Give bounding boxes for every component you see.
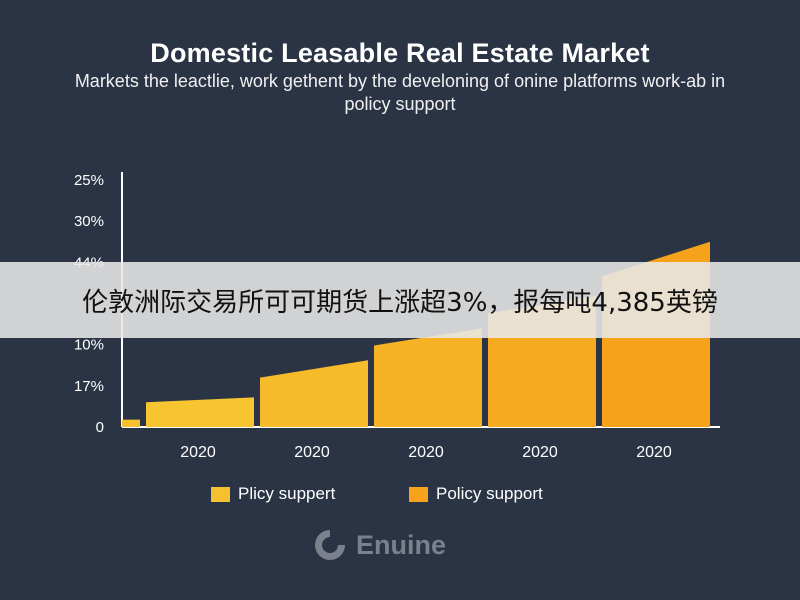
x-tick-label: 2020 — [180, 444, 216, 461]
y-tick-label: 25% — [74, 172, 104, 189]
news-banner: 伦敦洲际交易所可可期货上涨超3%，报每吨4,385英镑 — [0, 262, 800, 338]
bar — [374, 328, 482, 427]
legend-label: Policy support — [436, 484, 543, 503]
x-tick-label: 2020 — [294, 444, 330, 461]
chart-legend: Plicy suppert Policy support — [0, 484, 800, 508]
y-tick-label: 0 — [96, 419, 104, 436]
chart-title: Domestic Leasable Real Estate Market — [150, 38, 650, 68]
banner-text: 伦敦洲际交易所可可期货上涨超3%，报每吨4,385英镑 — [82, 287, 718, 318]
chart-subtitle: Markets the leactlie, work gethent by th… — [74, 71, 726, 114]
brand-logo: Enuine — [312, 527, 446, 563]
logo-text: Enuine — [356, 529, 447, 560]
bar — [146, 397, 254, 427]
bar — [260, 360, 368, 427]
legend-item-plicy-suppert: Plicy suppert — [211, 484, 335, 504]
legend-item-policy-support: Policy support — [409, 484, 543, 504]
y-tick-label: 17% — [74, 378, 104, 395]
y-tick-label: 30% — [74, 213, 104, 230]
enuine-logo-icon — [315, 530, 345, 560]
x-tick-label: 2020 — [636, 444, 672, 461]
legend-swatch-plicy-suppert — [211, 486, 230, 502]
x-tick-label: 2020 — [522, 444, 558, 461]
legend-label: Plicy suppert — [238, 484, 336, 503]
legend-swatch-policy-support — [409, 486, 428, 502]
bar-stub — [122, 419, 140, 427]
x-tick-label: 2020 — [408, 444, 444, 461]
y-tick-label: 10% — [74, 337, 104, 354]
